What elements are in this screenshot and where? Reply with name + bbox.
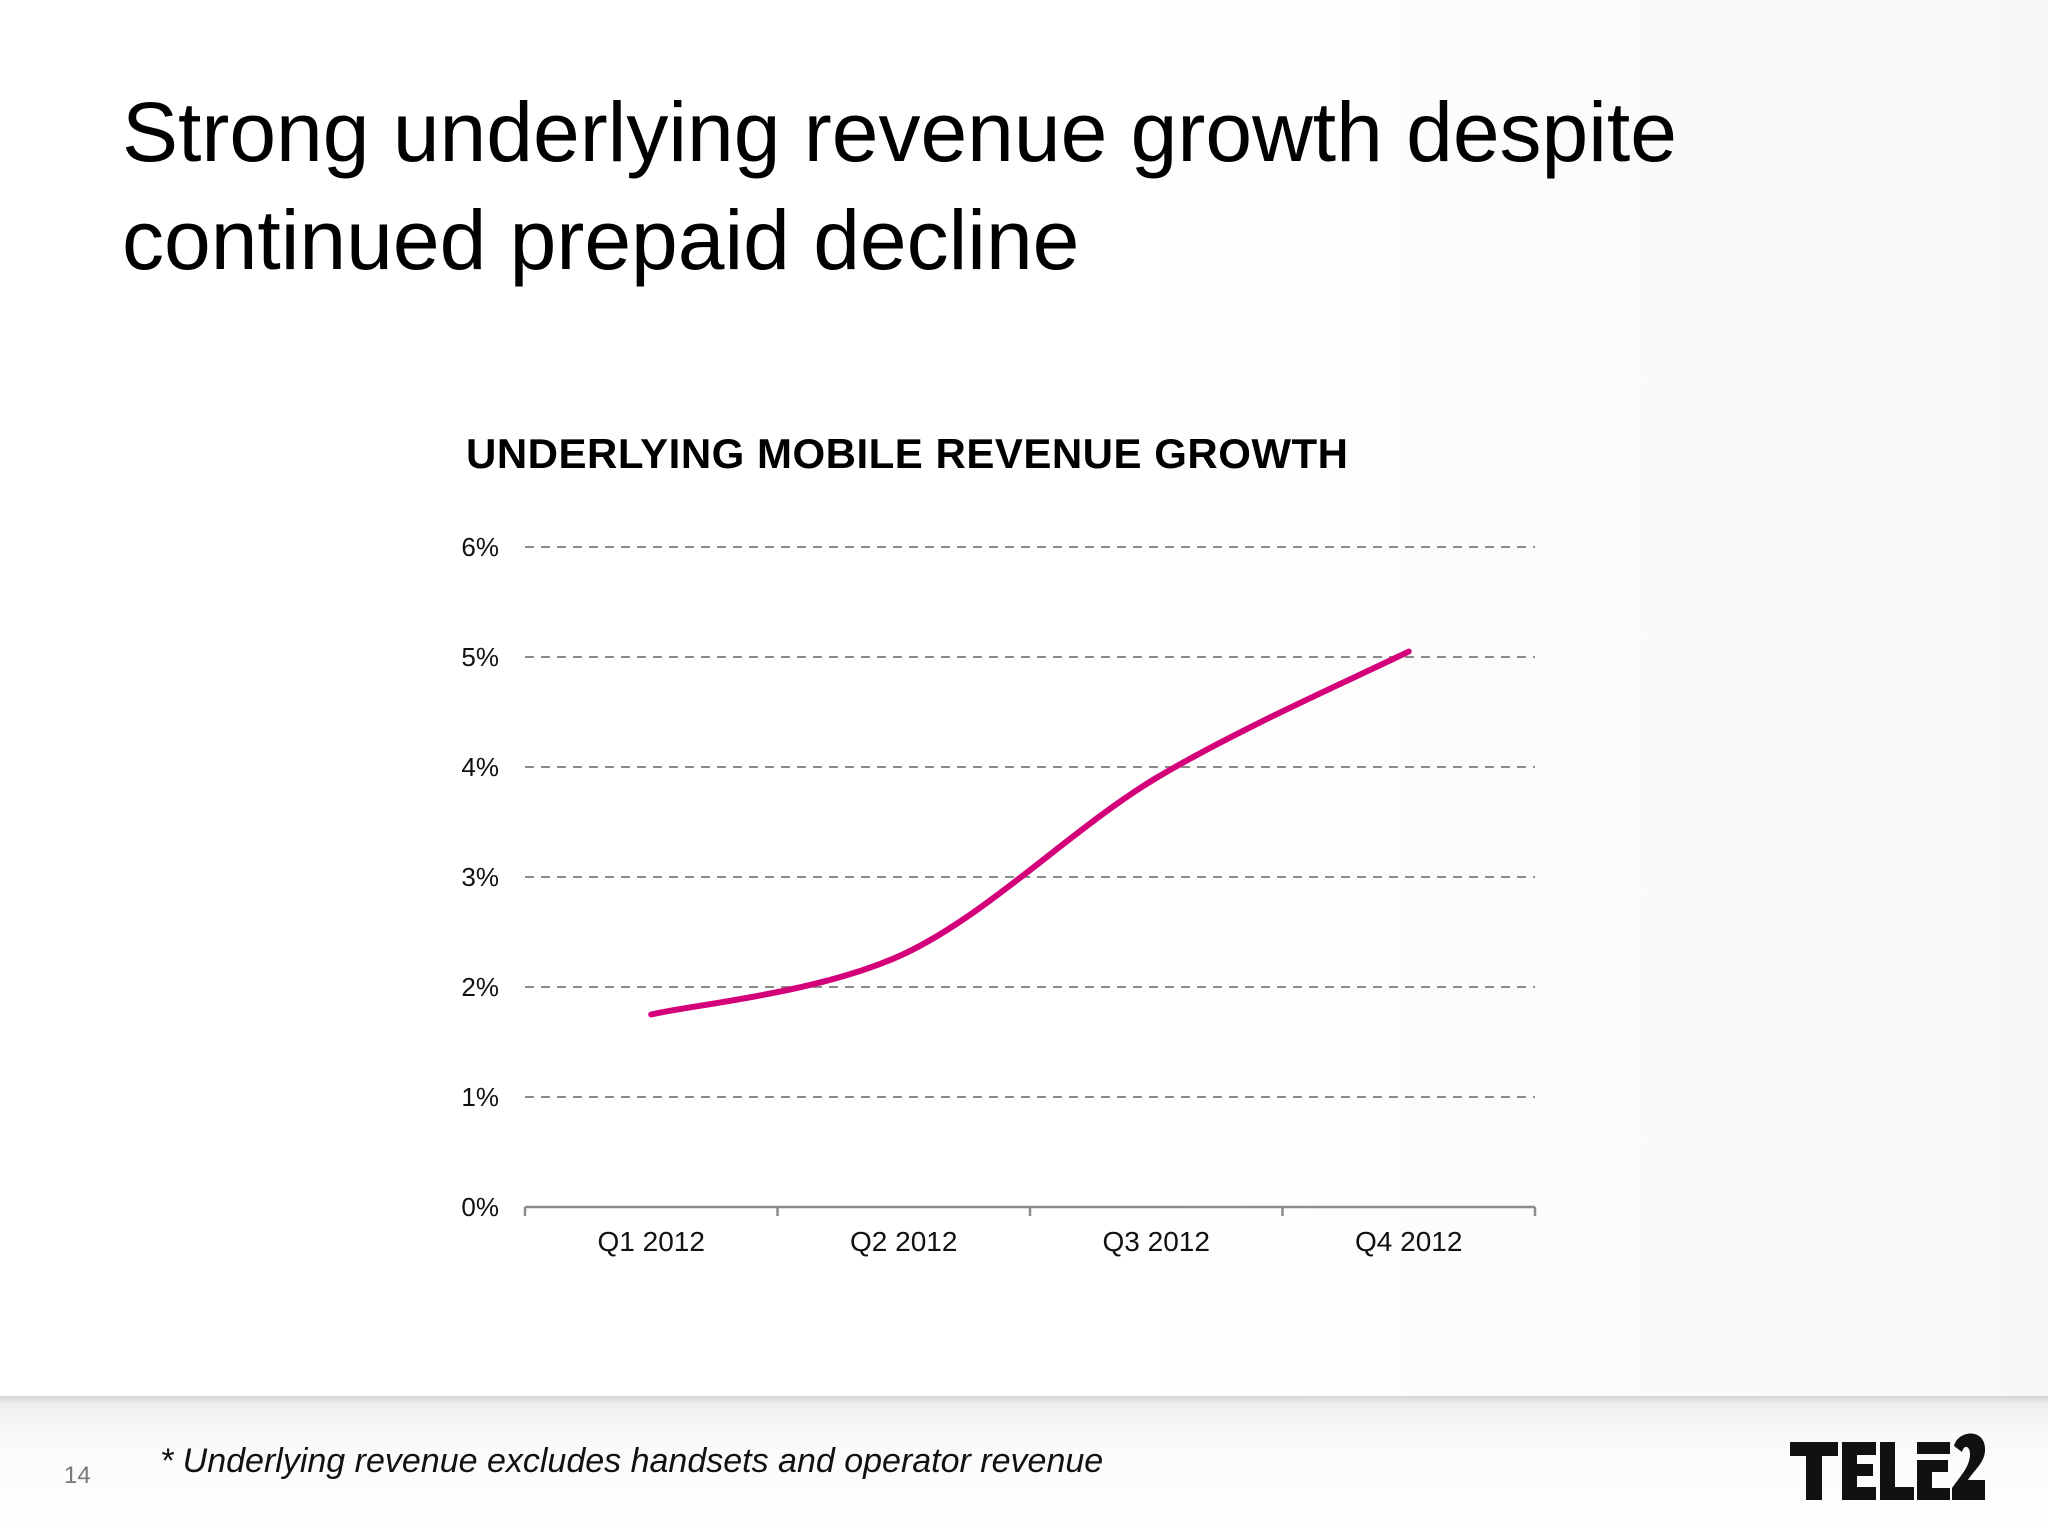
slide-background — [0, 0, 2048, 1400]
y-axis-tick-labels: 0% 1% 2% 3% 4% 5% 6% — [461, 532, 499, 1222]
x-tick-label: Q2 2012 — [850, 1226, 957, 1257]
y-tick-label: 1% — [461, 1082, 499, 1112]
chart-title: UNDERLYING MOBILE REVENUE GROWTH — [466, 430, 1349, 477]
x-tick-label: Q4 2012 — [1355, 1226, 1462, 1257]
slide-title-line-2: continued prepaid decline — [122, 193, 1080, 287]
footnote: * Underlying revenue excludes handsets a… — [160, 1442, 1104, 1480]
x-tick-label: Q1 2012 — [598, 1226, 705, 1257]
series-line — [648, 648, 1412, 1018]
line-chart: 0% 1% 2% 3% 4% 5% 6% Q1 2012 Q2 2012 Q3 2012 Q4 2… — [461, 532, 1537, 1257]
gridlines — [525, 546, 1535, 1098]
page-number: 14 — [64, 1462, 91, 1489]
x-axis-tick-labels: Q1 2012 Q2 2012 Q3 2012 Q4 2012 — [598, 1226, 1463, 1257]
slide-title-line-1: Strong underlying revenue growth despite — [122, 85, 1677, 179]
slide-title: Strong underlying revenue growth despite… — [122, 78, 1922, 294]
y-tick-label: 6% — [461, 532, 499, 562]
y-tick-label: 0% — [461, 1192, 499, 1222]
x-axis — [523, 1205, 1537, 1216]
footer-bar — [0, 1396, 2048, 1536]
tele2-logo — [1790, 1433, 1986, 1500]
y-tick-label: 5% — [461, 642, 499, 672]
y-tick-label: 2% — [461, 972, 499, 1002]
y-tick-label: 3% — [461, 862, 499, 892]
series-lines — [648, 648, 1412, 1018]
y-tick-label: 4% — [461, 752, 499, 782]
x-tick-label: Q3 2012 — [1103, 1226, 1210, 1257]
